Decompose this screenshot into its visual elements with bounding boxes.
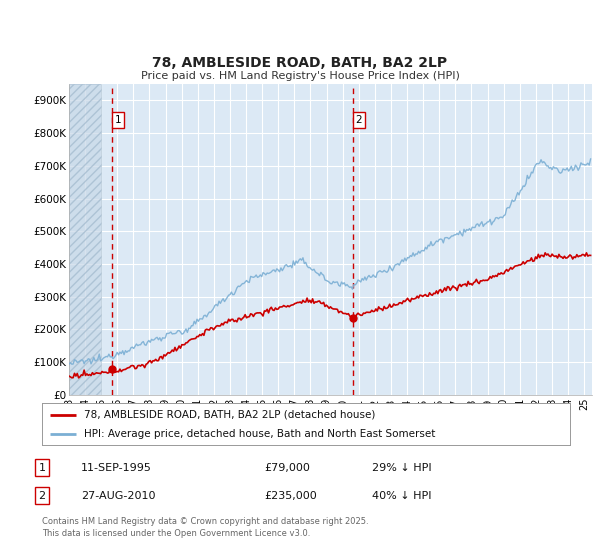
Text: 78, AMBLESIDE ROAD, BATH, BA2 2LP (detached house): 78, AMBLESIDE ROAD, BATH, BA2 2LP (detac…: [84, 409, 376, 419]
Text: 27-AUG-2010: 27-AUG-2010: [81, 491, 155, 501]
Text: This data is licensed under the Open Government Licence v3.0.: This data is licensed under the Open Gov…: [42, 530, 310, 539]
Text: £79,000: £79,000: [264, 463, 310, 473]
Text: 29% ↓ HPI: 29% ↓ HPI: [372, 463, 431, 473]
Text: Contains HM Land Registry data © Crown copyright and database right 2025.: Contains HM Land Registry data © Crown c…: [42, 516, 368, 526]
Text: HPI: Average price, detached house, Bath and North East Somerset: HPI: Average price, detached house, Bath…: [84, 429, 436, 439]
Text: 2: 2: [38, 491, 46, 501]
Text: 1: 1: [115, 115, 121, 125]
Text: 78, AMBLESIDE ROAD, BATH, BA2 2LP: 78, AMBLESIDE ROAD, BATH, BA2 2LP: [152, 56, 448, 70]
Text: 11-SEP-1995: 11-SEP-1995: [81, 463, 152, 473]
Text: 1: 1: [38, 463, 46, 473]
Text: £235,000: £235,000: [264, 491, 317, 501]
Text: Price paid vs. HM Land Registry's House Price Index (HPI): Price paid vs. HM Land Registry's House …: [140, 71, 460, 81]
Text: 40% ↓ HPI: 40% ↓ HPI: [372, 491, 431, 501]
Text: 2: 2: [356, 115, 362, 125]
Bar: [69, 84, 101, 395]
